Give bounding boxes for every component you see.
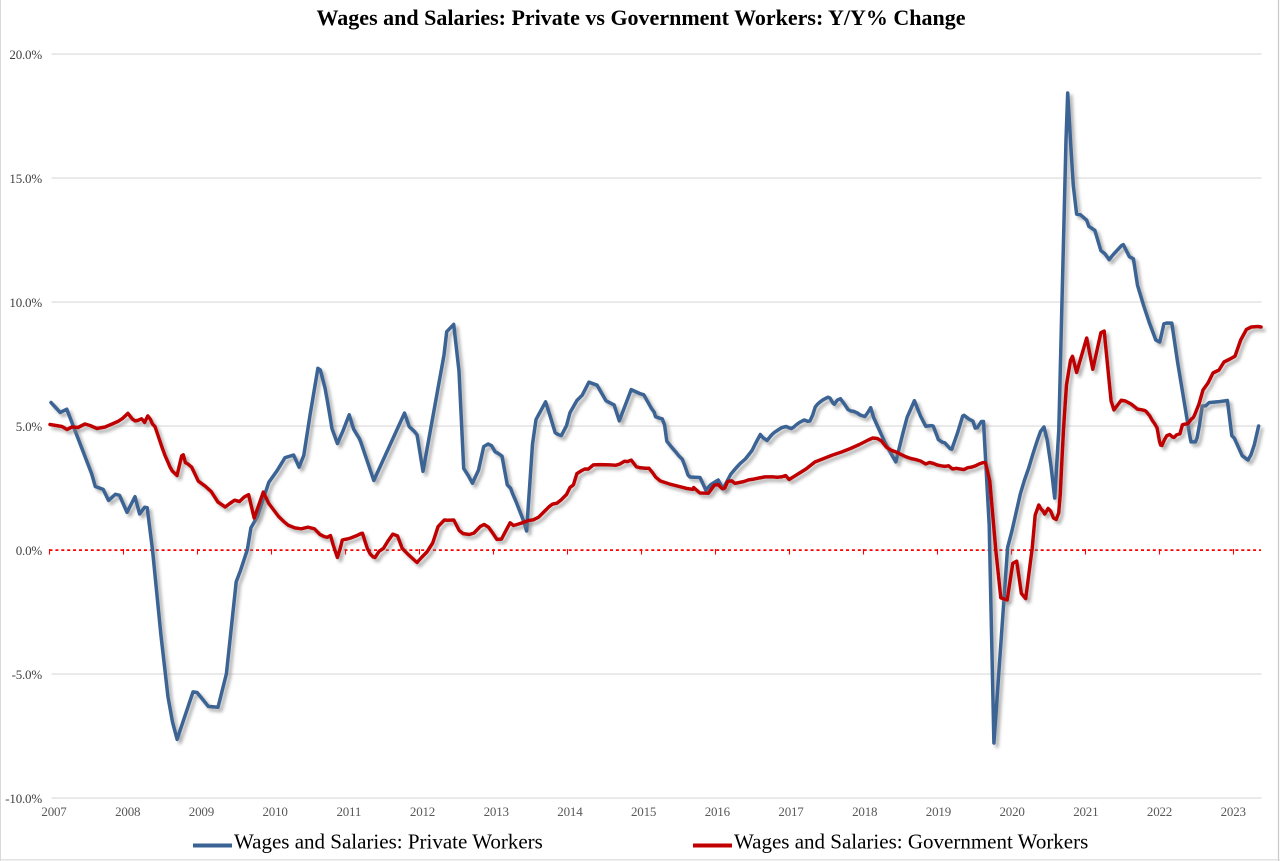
svg-text:2020: 2020 [999,804,1024,819]
svg-text:2008: 2008 [115,804,140,819]
svg-text:20.0%: 20.0% [9,47,42,62]
svg-text:2017: 2017 [778,804,804,819]
svg-text:2022: 2022 [1147,804,1172,819]
svg-text:Wages and Salaries: Private Wo: Wages and Salaries: Private Workers [234,830,543,854]
svg-text:5.0%: 5.0% [16,419,43,434]
svg-text:Wages and Salaries: Private vs: Wages and Salaries: Private vs Governmen… [317,5,966,30]
svg-text:2023: 2023 [1221,804,1246,819]
svg-text:2015: 2015 [631,804,656,819]
svg-text:-5.0%: -5.0% [12,667,43,682]
svg-text:2018: 2018 [852,804,877,819]
svg-text:Wages and Salaries: Government: Wages and Salaries: Government Workers [734,830,1088,854]
svg-text:2014: 2014 [557,804,583,819]
svg-text:2011: 2011 [336,804,361,819]
svg-text:15.0%: 15.0% [9,171,42,186]
svg-text:10.0%: 10.0% [9,295,42,310]
svg-text:2007: 2007 [41,804,67,819]
svg-text:2013: 2013 [484,804,509,819]
svg-text:-10.0%: -10.0% [5,791,42,806]
svg-text:2016: 2016 [705,804,731,819]
svg-text:2021: 2021 [1073,804,1098,819]
svg-text:2012: 2012 [410,804,435,819]
svg-text:2019: 2019 [926,804,951,819]
svg-text:2009: 2009 [189,804,214,819]
svg-text:2010: 2010 [262,804,287,819]
svg-text:0.0%: 0.0% [16,543,43,558]
